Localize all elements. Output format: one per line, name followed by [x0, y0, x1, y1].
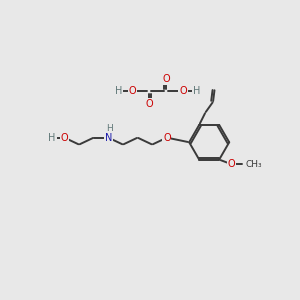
Text: O: O	[128, 86, 136, 96]
Text: N: N	[105, 133, 112, 142]
Text: O: O	[162, 74, 170, 84]
Text: H: H	[115, 86, 122, 96]
Text: O: O	[145, 99, 153, 109]
Text: O: O	[163, 133, 171, 142]
Text: H: H	[106, 124, 112, 133]
Text: H: H	[48, 133, 56, 142]
Text: CH₃: CH₃	[245, 160, 262, 169]
Text: O: O	[61, 133, 68, 142]
Text: O: O	[179, 86, 187, 96]
Text: O: O	[228, 159, 235, 169]
Text: H: H	[193, 86, 201, 96]
